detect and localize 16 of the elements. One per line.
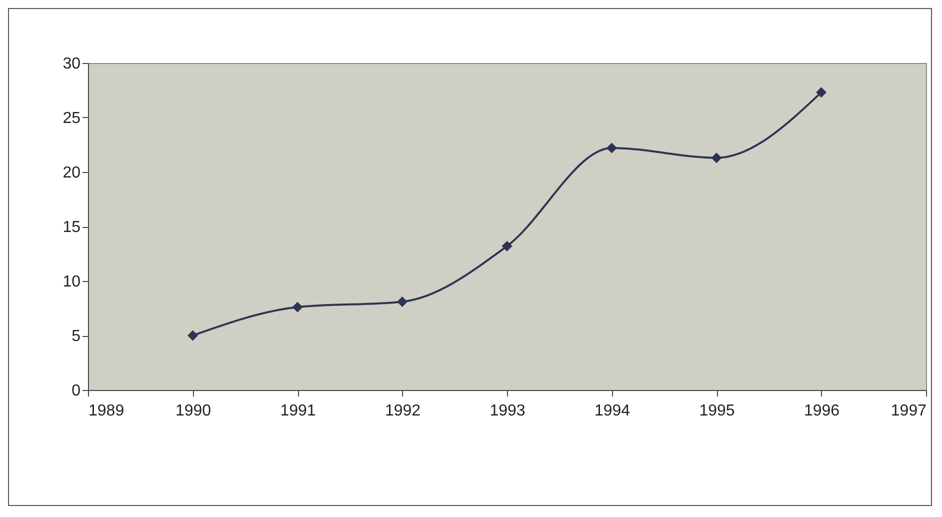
x-tick-label: 1996 [804,402,840,420]
y-tick-label: 15 [62,219,81,236]
x-tick-label: 1993 [490,402,526,420]
y-tick-label: 30 [62,56,81,72]
x-tick-label: 1991 [280,402,316,420]
y-tick-label: 0 [72,382,81,400]
x-tick-label: 1997 [890,402,927,420]
y-tick-label: 10 [62,274,81,290]
y-tick-label: 5 [72,328,81,345]
x-tick-label: 1989 [88,402,124,420]
y-tick-label: 20 [62,164,81,182]
x-tick-label: 1994 [594,402,630,420]
y-tick-label: 25 [62,110,81,127]
x-tick-label: 1990 [175,402,212,420]
x-tick-label: 1992 [384,402,421,420]
x-tick-label: 1995 [699,402,735,420]
